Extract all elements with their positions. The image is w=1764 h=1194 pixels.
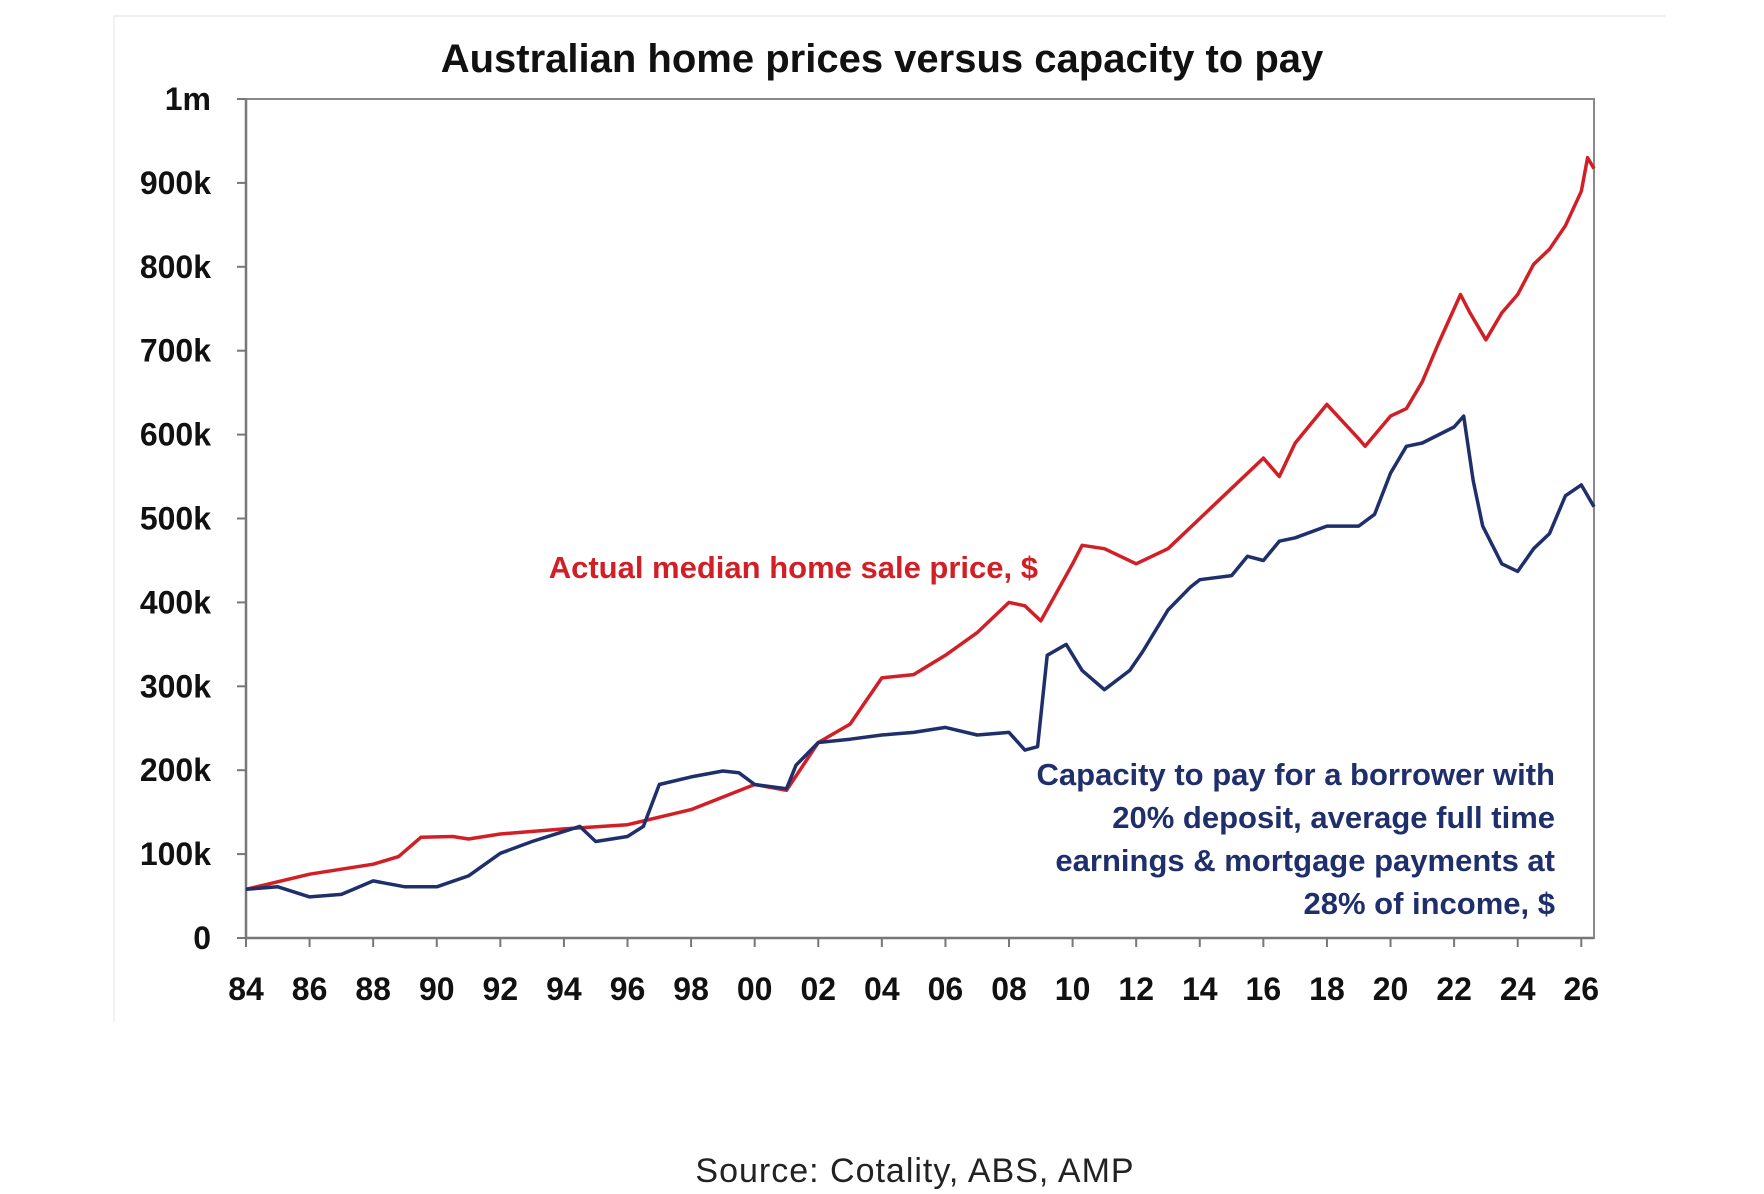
- y-tick-label: 100k: [140, 836, 211, 872]
- x-tick-label: 02: [800, 971, 836, 1007]
- blue-series-label-line-2: 20% deposit, average full time: [1112, 800, 1555, 835]
- y-tick-label: 1m: [165, 81, 211, 117]
- x-tick-label: 12: [1118, 971, 1154, 1007]
- blue-series-label-line-3: earnings & mortgage payments at: [1055, 843, 1555, 878]
- x-tick-label: 08: [991, 971, 1027, 1007]
- x-tick-label: 20: [1373, 971, 1409, 1007]
- x-tick-label: 10: [1055, 971, 1091, 1007]
- y-tick-label: 600k: [140, 417, 211, 453]
- chart-title: Australian home prices versus capacity t…: [441, 37, 1324, 81]
- blue-series-label-line-4: 28% of income, $: [1303, 886, 1555, 921]
- x-tick-label: 22: [1436, 971, 1472, 1007]
- y-tick-label: 0: [193, 920, 211, 956]
- y-tick-label: 800k: [140, 249, 211, 285]
- y-tick-label: 200k: [140, 752, 211, 788]
- source-note: Source: Cotality, ABS, AMP: [695, 1152, 1135, 1190]
- x-tick-label: 86: [292, 971, 328, 1007]
- x-tick-label: 92: [483, 971, 519, 1007]
- x-tick-label: 18: [1309, 971, 1345, 1007]
- y-tick-label: 400k: [140, 584, 211, 620]
- x-tick-label: 90: [419, 971, 455, 1007]
- x-tick-label: 00: [737, 971, 773, 1007]
- y-tick-label: 900k: [140, 165, 211, 201]
- x-tick-label: 98: [673, 971, 709, 1007]
- chart-frame: [113, 15, 1665, 1022]
- x-tick-label: 96: [610, 971, 646, 1007]
- x-tick-label: 88: [355, 971, 391, 1007]
- x-tick-label: 84: [228, 971, 264, 1007]
- y-tick-label: 700k: [140, 333, 211, 369]
- red-series-label: Actual median home sale price, $: [549, 550, 1038, 585]
- x-tick-label: 04: [864, 971, 900, 1007]
- blue-series-label-line-1: Capacity to pay for a borrower with: [1037, 757, 1555, 792]
- y-tick-label: 300k: [140, 668, 211, 704]
- x-tick-label: 26: [1563, 971, 1599, 1007]
- x-tick-label: 06: [928, 971, 964, 1007]
- x-tick-label: 16: [1246, 971, 1282, 1007]
- x-tick-label: 24: [1500, 971, 1536, 1007]
- capacity-to-pay-line: [245, 414, 1596, 899]
- x-tick-label: 14: [1182, 971, 1218, 1007]
- y-tick-label: 500k: [140, 501, 211, 537]
- x-tick-label: 94: [546, 971, 582, 1007]
